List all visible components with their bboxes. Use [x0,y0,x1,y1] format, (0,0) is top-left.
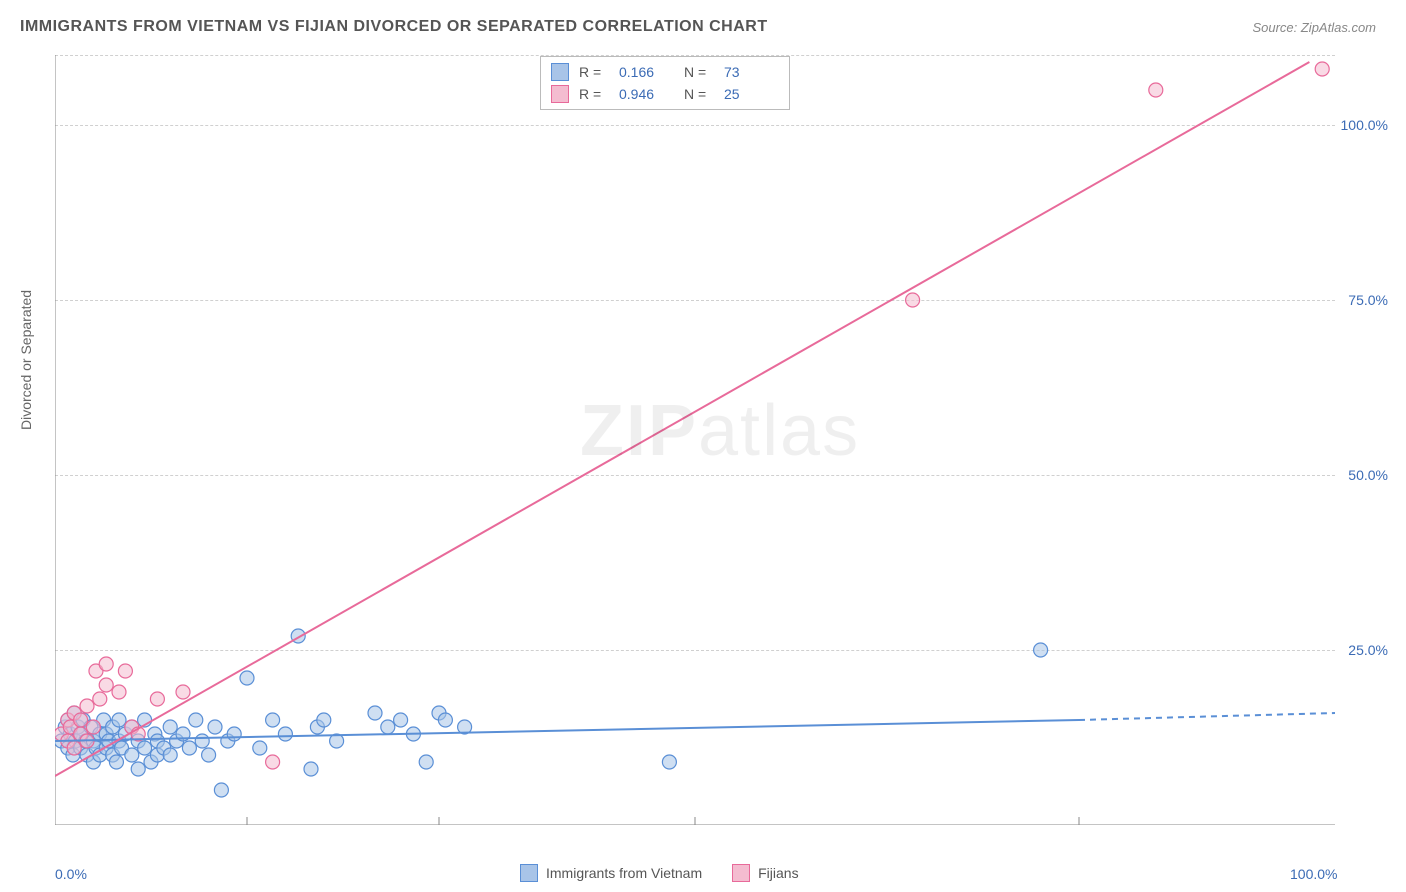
data-point [138,741,152,755]
data-point [419,755,433,769]
data-point [278,727,292,741]
data-point [74,713,88,727]
data-point [240,671,254,685]
data-point [182,741,196,755]
data-point [202,748,216,762]
data-point [906,293,920,307]
stats-legend-box: R = 0.166 N = 73 R = 0.946 N = 25 [540,56,790,110]
data-point [214,783,228,797]
data-point [253,741,267,755]
stats-r-label: R = [579,64,609,80]
data-point [662,755,676,769]
data-point [163,748,177,762]
data-point [99,678,113,692]
data-point [131,762,145,776]
legend-swatch [520,864,538,882]
data-point [118,664,132,678]
y-tick-label: 100.0% [1341,117,1388,133]
legend-swatch [732,864,750,882]
trendline-extrapolated [1079,713,1335,720]
data-point [99,657,113,671]
source-attribution: Source: ZipAtlas.com [1252,20,1376,35]
x-tick-label: 100.0% [1290,866,1337,882]
data-point [195,734,209,748]
data-point [1315,62,1329,76]
data-point [317,713,331,727]
data-point [80,699,94,713]
data-point [304,762,318,776]
data-point [67,741,81,755]
plot-area [55,55,1335,825]
y-axis-label: Divorced or Separated [18,290,34,430]
data-point [112,713,126,727]
data-point [112,685,126,699]
data-point [1034,643,1048,657]
stats-n-label: N = [684,86,714,102]
stats-r-label: R = [579,86,609,102]
data-point [266,755,280,769]
y-tick-label: 50.0% [1348,467,1388,483]
stats-n-label: N = [684,64,714,80]
stats-r-value: 0.946 [619,86,674,102]
chart-title: IMMIGRANTS FROM VIETNAM VS FIJIAN DIVORC… [20,18,768,36]
stats-n-value: 25 [724,86,779,102]
data-point [394,713,408,727]
legend-swatch [551,63,569,81]
data-point [150,692,164,706]
data-point [189,713,203,727]
y-tick-label: 75.0% [1348,292,1388,308]
y-tick-label: 25.0% [1348,642,1388,658]
legend-label: Fijians [758,865,798,881]
stats-r-value: 0.166 [619,64,674,80]
data-point [86,720,100,734]
bottom-legend: Immigrants from Vietnam Fijians [520,864,799,882]
stats-n-value: 73 [724,64,779,80]
legend-label: Immigrants from Vietnam [546,865,702,881]
trendline [55,62,1309,776]
data-point [125,748,139,762]
data-point [176,685,190,699]
data-point [227,727,241,741]
data-point [109,755,123,769]
data-point [368,706,382,720]
stats-row: R = 0.166 N = 73 [551,61,779,83]
data-point [266,713,280,727]
data-point [163,720,177,734]
data-point [438,713,452,727]
legend-swatch [551,85,569,103]
scatter-plot-svg [55,55,1335,825]
stats-row: R = 0.946 N = 25 [551,83,779,105]
legend-item: Immigrants from Vietnam [520,864,702,882]
data-point [1149,83,1163,97]
data-point [208,720,222,734]
legend-item: Fijians [732,864,798,882]
data-point [381,720,395,734]
data-point [93,692,107,706]
x-tick-label: 0.0% [55,866,87,882]
